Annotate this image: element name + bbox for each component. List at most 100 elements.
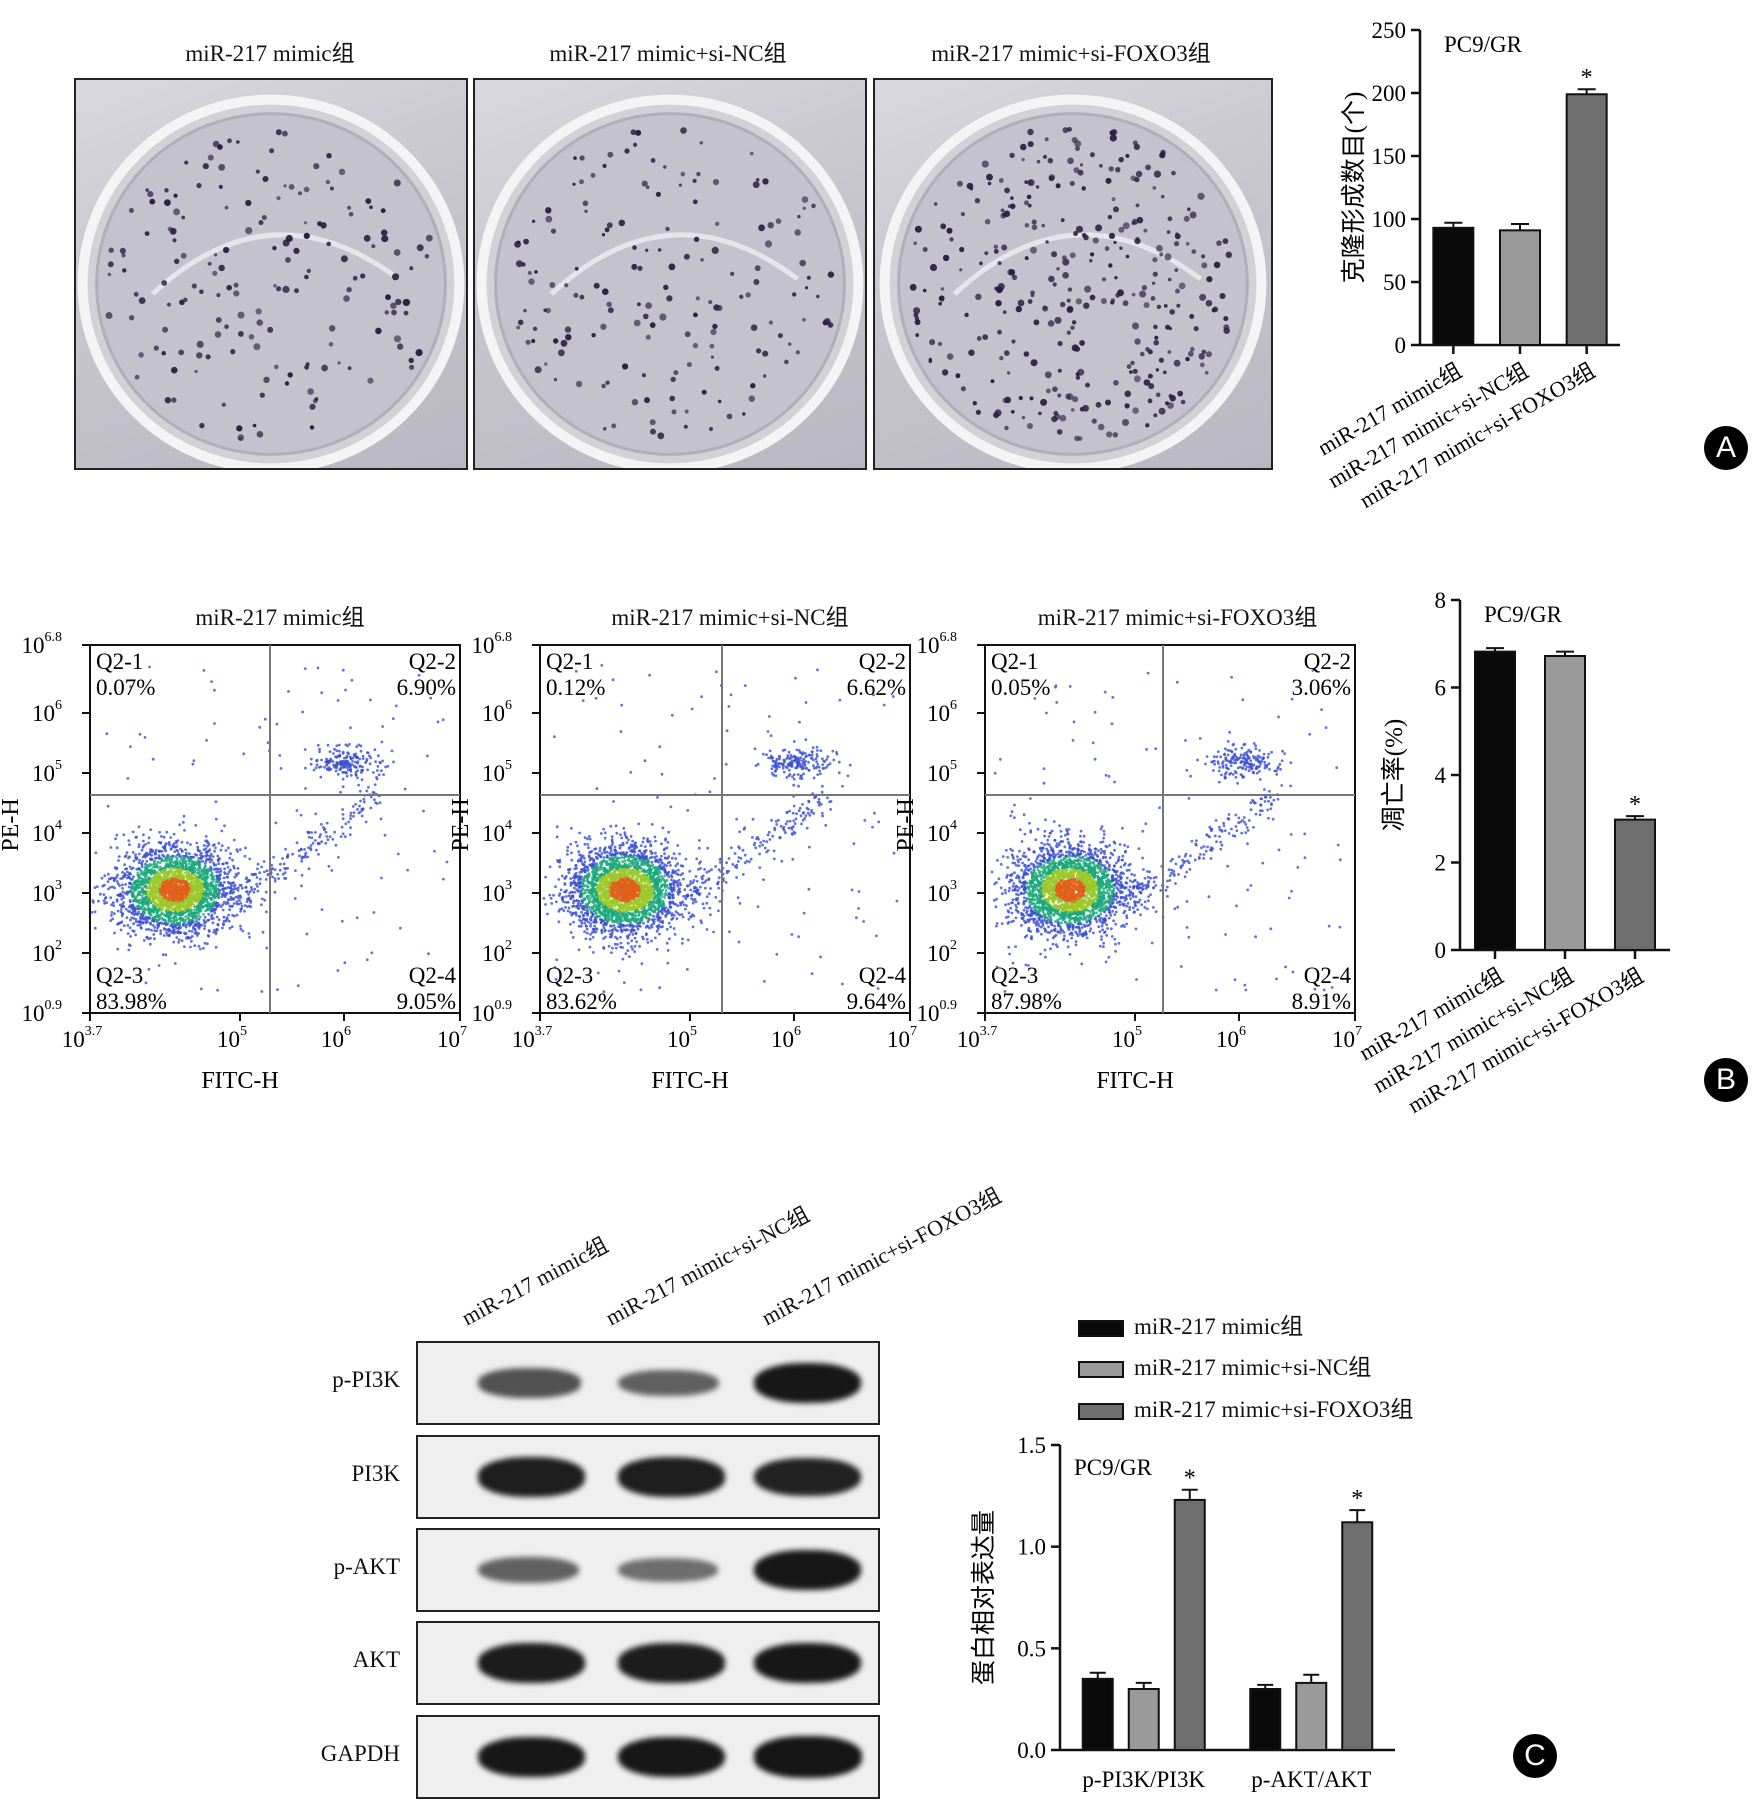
event-dot: [173, 850, 177, 853]
colony-dot: [1052, 282, 1057, 287]
event-dot: [208, 860, 212, 864]
colony-dot: [360, 273, 366, 279]
event-dot: [216, 923, 220, 927]
event-dot: [587, 872, 591, 875]
event-dot: [232, 866, 236, 870]
event-dot: [158, 830, 162, 834]
event-dot: [642, 836, 646, 840]
event-dot: [286, 855, 289, 858]
colony-dot: [1145, 164, 1151, 171]
colony-dot: [259, 392, 265, 398]
event-dot: [103, 874, 107, 878]
colony-dot: [633, 319, 641, 327]
colony-dot: [784, 359, 789, 365]
event-dot: [320, 823, 323, 826]
event-dot: [106, 804, 110, 808]
event-dot: [131, 851, 135, 854]
event-dot: [381, 725, 384, 728]
colony-dot: [392, 273, 400, 281]
event-dot: [238, 899, 242, 902]
event-dot: [214, 817, 218, 821]
event-dot: [223, 887, 226, 890]
colony-dot: [1156, 304, 1162, 309]
event-dot: [109, 896, 113, 900]
event-dot: [226, 872, 230, 876]
colony-dot: [1118, 226, 1125, 233]
event-dot: [426, 754, 429, 758]
event-dot: [134, 885, 138, 889]
colony-dot: [1027, 299, 1033, 304]
event-dot: [179, 847, 182, 851]
event-dot: [193, 931, 197, 935]
event-dot: [209, 873, 213, 877]
colony-dot: [712, 323, 718, 330]
event-dot: [185, 899, 189, 903]
event-dot: [216, 988, 220, 992]
event-dot: [205, 942, 209, 946]
event-dot: [114, 837, 117, 841]
colony-dot: [601, 233, 606, 237]
event-dot: [304, 787, 307, 790]
colony-dot: [531, 219, 536, 223]
colony-dot: [1153, 339, 1159, 346]
event-dot: [214, 846, 217, 850]
colony-dot: [960, 386, 966, 392]
event-dot: [359, 799, 362, 803]
event-dot: [572, 886, 576, 890]
colony-dot: [1167, 216, 1173, 222]
colony-dot: [668, 263, 676, 271]
colony-dot: [669, 395, 675, 402]
event-dot: [212, 917, 215, 920]
colony-dot: [1026, 194, 1032, 200]
event-dot: [594, 847, 598, 850]
colony-dot: [1077, 169, 1084, 176]
colony-dot: [972, 401, 977, 406]
colony-dot: [256, 431, 264, 438]
colony-dot: [575, 380, 583, 388]
event-dot: [341, 832, 345, 836]
colony-dot: [1029, 396, 1034, 401]
chart-title: PC9/GR: [1444, 32, 1523, 57]
event-dot: [602, 926, 606, 930]
event-dot: [236, 850, 240, 853]
colony-dot: [984, 218, 991, 225]
colony-dot: [1051, 251, 1058, 258]
event-dot: [230, 925, 234, 928]
event-dot: [668, 937, 671, 941]
event-dot: [580, 910, 583, 914]
colony-dot: [1075, 298, 1082, 305]
event-dot: [178, 902, 182, 906]
event-dot: [583, 921, 586, 925]
event-dot: [390, 749, 394, 753]
quadrant-percent-3: 83.98%: [96, 989, 167, 1014]
event-dot: [326, 743, 330, 747]
event-dot: [180, 850, 184, 853]
colony-dot: [237, 434, 245, 441]
event-dot: [329, 767, 333, 771]
flow-cytometry-plots: Q2-10.07%Q2-26.90%Q2-383.98%Q2-49.05%103…: [0, 630, 1362, 1094]
event-dot: [172, 832, 176, 836]
event-dot: [403, 787, 407, 791]
event-dot: [189, 891, 193, 895]
event-dot: [184, 905, 187, 908]
event-dot: [335, 744, 339, 748]
y-tick-label: 0: [1395, 333, 1407, 358]
colony-plate-image-2: [473, 78, 867, 470]
event-dot: [320, 908, 324, 911]
colony-dot: [328, 342, 334, 347]
colony-dot: [1090, 252, 1095, 257]
event-dot: [177, 896, 181, 900]
event-dot: [152, 897, 155, 901]
event-dot: [299, 813, 303, 817]
colony-dot: [650, 158, 656, 163]
colony-dot: [171, 397, 177, 403]
colony-dot: [1201, 262, 1208, 269]
event-dot: [349, 769, 353, 773]
colony-dot: [108, 247, 114, 253]
colony-dot: [1079, 163, 1084, 167]
event-dot: [341, 759, 345, 763]
event-dot: [315, 759, 318, 763]
colony-dot: [641, 373, 646, 378]
colony-dot: [380, 229, 388, 236]
colony-dot: [544, 362, 548, 366]
